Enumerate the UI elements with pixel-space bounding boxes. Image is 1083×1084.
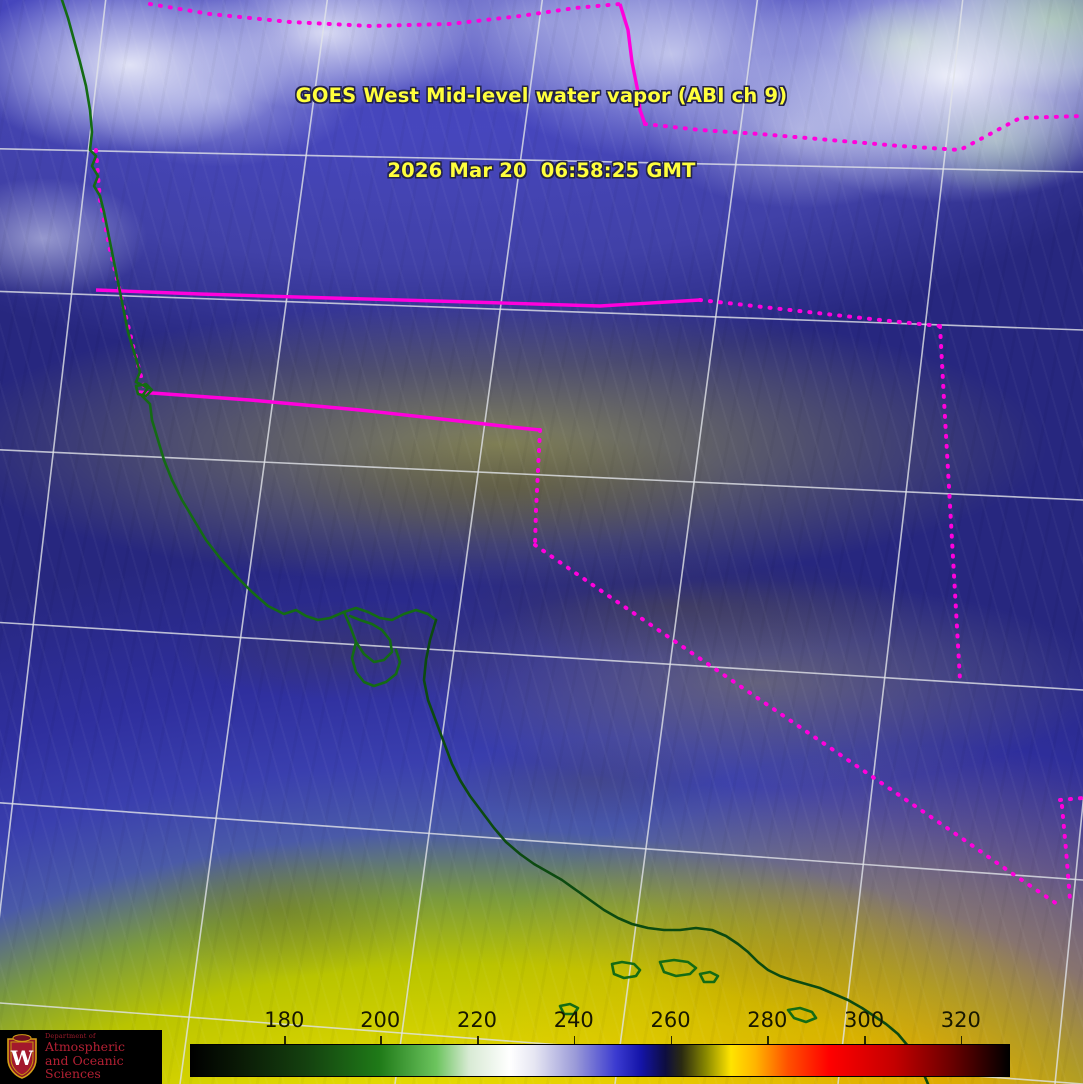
colorbar-tick bbox=[284, 1036, 286, 1045]
colorbar-tick-label: 220 bbox=[456, 1008, 498, 1032]
logo-line-1: Atmospheric bbox=[45, 1039, 126, 1055]
colorbar-tick bbox=[670, 1036, 673, 1045]
colorbar-tick bbox=[767, 1036, 769, 1045]
colorbar-tick-label: 180 bbox=[264, 1008, 305, 1032]
colorbar-tick-label: 240 bbox=[553, 1008, 594, 1032]
colorbar-tick-label: 300 bbox=[843, 1008, 885, 1032]
colorbar-tick-label: 260 bbox=[650, 1008, 691, 1032]
colorbar-tick-label: 200 bbox=[360, 1008, 401, 1032]
logo-dept-label: Department of bbox=[45, 1032, 96, 1041]
colorbar-tick bbox=[477, 1036, 479, 1045]
colorbar-tick-marks bbox=[190, 1036, 1010, 1045]
colorbar-tick bbox=[380, 1036, 382, 1045]
logo-line-2: and Oceanic Sciences bbox=[45, 1052, 124, 1082]
svg-text:W: W bbox=[10, 1046, 34, 1070]
colorbar-tick bbox=[573, 1036, 576, 1045]
colorbar bbox=[190, 1044, 1010, 1077]
colorbar-gradient bbox=[190, 1044, 1010, 1077]
colorbar-tick bbox=[960, 1036, 963, 1045]
colorbar-tick bbox=[864, 1036, 866, 1045]
uw-crest-icon: W bbox=[7, 1034, 37, 1079]
colorbar-tick-label: 280 bbox=[747, 1008, 788, 1032]
colorbar-tick-labels: 180 200 220 240 260 280 300 320 bbox=[190, 1008, 1010, 1034]
colorbar-tick-label: 320 bbox=[940, 1008, 981, 1032]
logo-text: Department of Atmospheric and Oceanic Sc… bbox=[45, 1033, 162, 1081]
institution-logo: W Department of Atmospheric and Oceanic … bbox=[0, 1030, 162, 1084]
